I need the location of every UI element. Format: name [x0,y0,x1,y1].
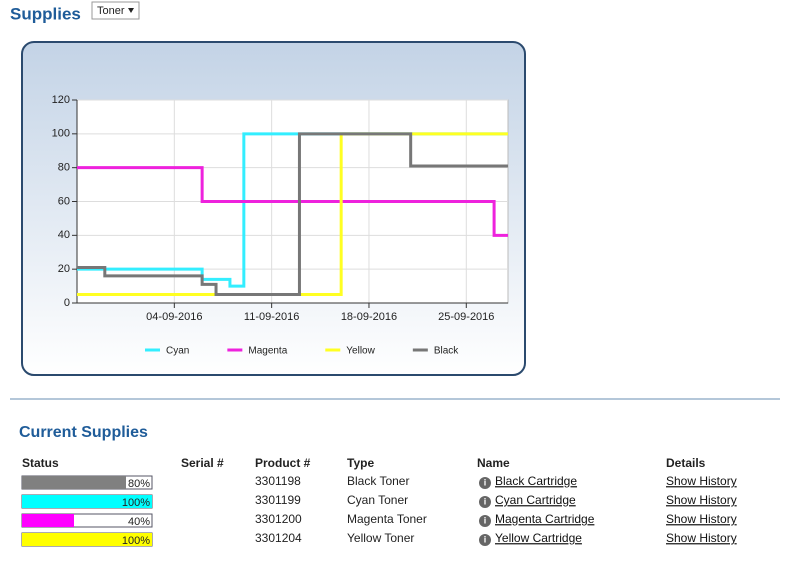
y-tick-label: 60 [58,195,70,207]
page-title: Supplies [10,4,81,23]
cartridge-link[interactable]: Magenta Cartridge [495,512,595,526]
status-label: 100% [122,497,150,509]
column-header: Product # [255,456,311,470]
status-label: 40% [128,516,150,528]
status-label: 100% [122,535,150,547]
info-icon[interactable] [479,477,491,489]
toner-type: Cyan Toner [347,493,408,507]
column-header: Details [666,456,706,470]
column-header: Serial # [181,456,224,470]
legend-label: Yellow [346,346,375,357]
column-header: Type [347,456,374,470]
info-icon[interactable] [479,515,491,527]
legend-label: Magenta [248,346,287,357]
x-tick-label: 25-09-2016 [438,311,494,323]
status-bar [22,476,126,489]
product-number: 3301200 [255,512,302,526]
status-bar [22,514,74,527]
y-tick-label: 20 [58,263,70,275]
info-glyph[interactable]: i [484,496,487,506]
history-link[interactable]: Show History [666,474,737,488]
legend-label: Cyan [166,346,189,357]
series-line [77,132,508,297]
status-bar [22,495,152,508]
history-link[interactable]: Show History [666,531,737,545]
product-number: 3301204 [255,531,302,545]
cartridge-link[interactable]: Yellow Cartridge [495,531,582,545]
section-title: Current Supplies [19,424,148,441]
x-tick-label: 18-09-2016 [341,311,397,323]
info-glyph[interactable]: i [484,477,487,487]
series-line [77,166,508,237]
cartridge-link[interactable]: Black Cartridge [495,474,577,488]
info-icon[interactable] [479,534,491,546]
cartridge-link[interactable]: Cyan Cartridge [495,493,576,507]
product-number: 3301199 [255,493,301,507]
x-tick-label: 04-09-2016 [146,311,202,323]
y-tick-label: 0 [64,297,70,309]
y-tick-label: 100 [52,128,70,140]
toner-type: Magenta Toner [347,512,427,526]
info-glyph[interactable]: i [484,534,487,544]
select-value[interactable]: Toner [97,5,125,17]
toner-type: Black Toner [347,474,409,488]
info-glyph[interactable]: i [484,515,487,525]
info-icon[interactable] [479,496,491,508]
x-tick-label: 11-09-2016 [244,311,299,323]
y-tick-label: 80 [58,162,70,174]
select-arrow[interactable] [128,8,134,13]
history-link[interactable]: Show History [666,512,737,526]
product-number: 3301198 [255,474,301,488]
history-link[interactable]: Show History [666,493,737,507]
select-box[interactable] [91,1,140,20]
status-label: 80% [128,478,150,490]
column-header: Status [22,456,59,470]
toner-type: Yellow Toner [347,531,414,545]
y-tick-label: 40 [58,229,70,241]
column-header: Name [477,456,510,470]
y-tick-label: 120 [52,94,70,106]
status-bar [22,533,152,546]
type-select[interactable]: Toner [91,1,140,20]
legend-label: Black [434,346,459,357]
